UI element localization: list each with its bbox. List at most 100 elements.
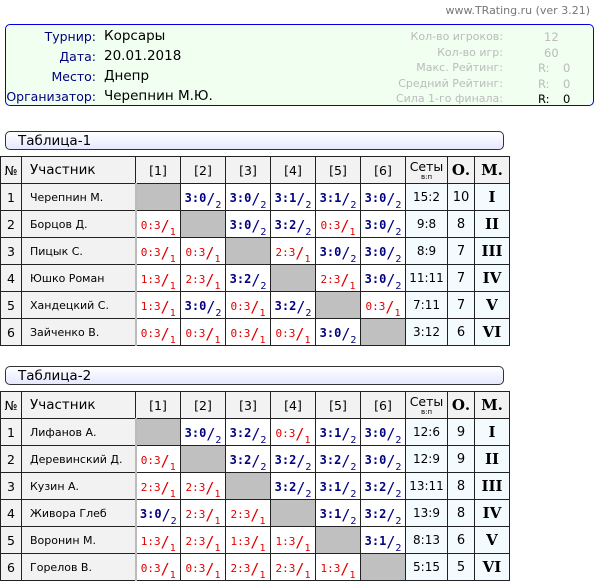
score: 3:0 — [319, 245, 342, 259]
match-points: 2 — [395, 435, 402, 446]
diagonal-cell — [180, 210, 226, 238]
match-result: 0:3/1 — [360, 291, 406, 319]
score: 3:0 — [364, 245, 387, 259]
match-result: 3:2/2 — [225, 445, 271, 473]
score: 3:0 — [364, 191, 387, 205]
score: 3:0 — [364, 218, 387, 232]
match-result: 0:3/1 — [180, 553, 226, 581]
diagonal-cell — [360, 553, 406, 581]
opponent-header: [2] — [180, 391, 226, 419]
stat-value: 60 — [544, 45, 559, 60]
table-row: 4 Живора Глеб 3:0/2 2:3/1 2:3/1 3:1/2 3:2/2 13… — [0, 499, 510, 527]
match-points: 2 — [260, 462, 267, 473]
score: 3:1 — [319, 480, 342, 494]
row-number: 1 — [0, 183, 22, 211]
stat-label: Сила 1-го финала: — [395, 92, 503, 105]
row-number: 2 — [0, 210, 22, 238]
final-place: VI — [474, 318, 510, 346]
match-points: 1 — [304, 254, 311, 265]
score: 0:3 — [185, 327, 206, 340]
player-name[interactable]: Юшко Роман — [21, 264, 137, 292]
table-row: 2 Деревинский Д. 0:3/1 3:2/2 3:2/2 3:2/2 3:0/… — [0, 445, 510, 473]
match-points: 1 — [349, 281, 356, 292]
match-points: 1 — [304, 570, 311, 581]
player-name[interactable]: Горелов В. — [21, 553, 137, 581]
final-place: VI — [474, 553, 510, 581]
date-value: 20.01.2018 — [104, 48, 182, 64]
stat-label: Средний Рейтинг: — [398, 76, 503, 90]
match-points: 1 — [169, 335, 176, 346]
score: 0:3 — [140, 454, 161, 467]
player-name[interactable]: Зайченко В. — [21, 318, 137, 346]
player-name[interactable]: Воронин М. — [21, 526, 137, 554]
opponent-header: [1] — [135, 156, 181, 184]
match-result: 3:0/2 — [360, 418, 406, 446]
name-header: Участник — [21, 156, 136, 184]
player-name[interactable]: Деревинский Д. — [21, 445, 137, 473]
score: 2:3 — [275, 562, 296, 575]
score: 0:3 — [275, 327, 296, 340]
match-result: 3:2/2 — [270, 472, 316, 500]
points-total: 7 — [447, 264, 475, 292]
match-points: 1 — [169, 254, 176, 265]
match-result: 0:3/1 — [315, 210, 361, 238]
points-total: 10 — [447, 183, 475, 211]
player-name[interactable]: Борцов Д. — [21, 210, 137, 238]
final-place: III — [474, 472, 510, 500]
match-result: 0:3/1 — [270, 418, 316, 446]
row-number: 3 — [0, 237, 22, 265]
player-name[interactable]: Лифанов А. — [21, 418, 137, 446]
sets-total: 5:15 — [405, 553, 448, 581]
score: 2:3 — [275, 246, 296, 259]
sets-total: 12:9 — [405, 445, 448, 473]
sets-total: 8:13 — [405, 526, 448, 554]
match-points: 1 — [349, 570, 356, 581]
organizer-value: Черепнин М.Ю. — [104, 88, 213, 104]
table-row: 6 Горелов В. 0:3/1 0:3/1 2:3/1 2:3/1 1:3/1 5:1… — [0, 553, 510, 581]
score: 3:1 — [319, 507, 342, 521]
player-name[interactable]: Пицык С. — [21, 237, 137, 265]
match-points: 2 — [170, 516, 177, 527]
version-link[interactable]: www.TRating.ru (ver 3.21) — [445, 4, 590, 17]
match-points: 2 — [215, 435, 222, 446]
score: 3:0 — [229, 191, 252, 205]
match-points: 2 — [350, 516, 357, 527]
match-result: 2:3/1 — [180, 526, 226, 554]
match-points: 2 — [350, 462, 357, 473]
score: 0:3 — [230, 327, 251, 340]
match-points: 2 — [350, 254, 357, 265]
final-place: II — [474, 210, 510, 238]
score: 3:0 — [139, 507, 162, 521]
stat-label: Макс. Рейтинг: — [416, 61, 503, 74]
score: 3:0 — [319, 326, 342, 340]
score: 3:2 — [364, 480, 387, 494]
match-result: 3:1/2 — [315, 418, 361, 446]
row-number: 5 — [0, 291, 22, 319]
final-place: II — [474, 445, 510, 473]
match-result: 1:3/1 — [270, 526, 316, 554]
sets-header: Сеты в:п — [405, 156, 448, 184]
match-points: 1 — [169, 281, 176, 292]
match-points: 1 — [214, 489, 221, 500]
diagonal-cell — [135, 418, 181, 446]
final-place: I — [474, 418, 510, 446]
match-points: 1 — [214, 254, 221, 265]
player-name[interactable]: Хандецкий С. — [21, 291, 137, 319]
player-name[interactable]: Черепнин М. — [21, 183, 137, 211]
score: 3:2 — [229, 272, 252, 286]
num-header: № — [0, 391, 22, 419]
player-name[interactable]: Кузин А. — [21, 472, 137, 500]
points-total: 9 — [447, 418, 475, 446]
results-table: № Участник [1] [2] [3] [4] [5] [6] Сеты в:п О. М… — [0, 156, 510, 346]
table-row: 3 Пицык С. 0:3/1 0:3/1 2:3/1 3:0/2 3:0/2 8:9 7… — [0, 237, 510, 265]
match-result: 0:3/1 — [135, 210, 181, 238]
match-result: 3:0/2 — [135, 499, 181, 527]
points-total: 6 — [447, 526, 475, 554]
score: 3:0 — [229, 218, 252, 232]
opponent-header: [1] — [135, 391, 181, 419]
stat-value: 0 — [563, 61, 571, 75]
player-name[interactable]: Живора Глеб — [21, 499, 137, 527]
score: 0:3 — [140, 246, 161, 259]
points-header: О. — [447, 156, 475, 184]
row-number: 3 — [0, 472, 22, 500]
